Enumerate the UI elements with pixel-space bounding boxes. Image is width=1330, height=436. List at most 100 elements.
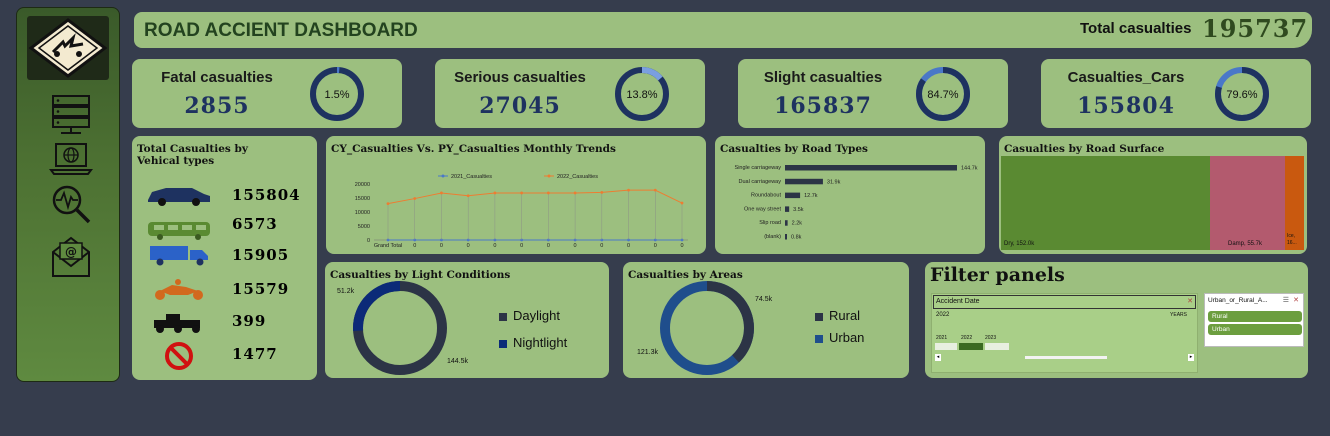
legend-rural: Rural <box>815 308 860 323</box>
treemap-label: Damp, 55.7k <box>1228 241 1263 247</box>
svg-text:@: @ <box>65 245 77 259</box>
filter-panel-card: Filter panels Accident Date ✕ 2022 YEARS… <box>925 262 1308 378</box>
kpi-slight-card: Slight casualties 165837 84.7% <box>738 59 1008 128</box>
x-tick-label: 0 <box>493 243 496 249</box>
bar-value-label: 0.8k <box>791 235 802 241</box>
timeline-label-2022: 2022 <box>961 335 973 341</box>
slicer-item-urban[interactable]: Urban <box>1208 324 1302 335</box>
legend-daylight: Daylight <box>499 308 560 323</box>
kpi-serious-card: Serious casualties 27045 13.8% <box>435 59 705 128</box>
trend-point <box>493 191 497 195</box>
timeline-year: 2022 <box>936 312 950 318</box>
scroll-left-icon[interactable]: ◂ <box>935 354 941 361</box>
vehicle-value: 15579 <box>232 280 290 298</box>
motorcycle-icon <box>155 279 203 300</box>
road-surface-card: Casualties by Road Surface Dry, 152.0k D… <box>999 136 1307 254</box>
bar-category-label: Single carriageway <box>735 165 782 171</box>
light-label-day: 144.5k <box>447 358 469 365</box>
bus-icon <box>148 222 210 240</box>
light-donut <box>353 281 447 375</box>
scroll-right-icon[interactable]: ▸ <box>1188 354 1194 361</box>
kpi-donut: 84.7% <box>916 67 970 121</box>
bar-category-label: One way street <box>744 206 781 212</box>
treemap-damp: Damp, 55.7k <box>1210 156 1285 250</box>
urban-rural-slicer: Urban_or_Rural_A... ☰ ✕ Rural Urban <box>1204 293 1304 347</box>
car-icon <box>148 188 210 206</box>
timeline-scrollbar[interactable] <box>1025 356 1107 359</box>
timeline-header: Accident Date <box>933 295 1196 309</box>
legend-2021: 2021_Casualties <box>451 174 492 180</box>
road-types-chart: Single carriageway 144.7k Dual carriageway… <box>735 165 978 241</box>
bar-value-label: 144.7k <box>961 166 978 172</box>
road-types-card: Casualties by Road Types Single carriage… <box>715 136 985 254</box>
kpi-label: Casualties_Cars <box>1067 69 1185 86</box>
kpi-donut: 13.8% <box>615 67 669 121</box>
trend-line-2022 <box>387 189 683 205</box>
kpi-value: 155804 <box>1077 93 1175 119</box>
clear-filter-icon[interactable]: ✕ <box>1293 297 1299 304</box>
truck-icon <box>150 246 208 266</box>
y-tick: 10000 <box>355 210 370 216</box>
x-tick-label: 0 <box>680 243 683 249</box>
legend-2022: 2022_Casualties <box>557 174 598 180</box>
treemap-dry: Dry, 152.0k <box>1001 156 1210 250</box>
x-tick-label: 0 <box>440 243 443 249</box>
server-icon[interactable] <box>49 92 93 136</box>
card-title: Casualties by Road Types <box>720 143 868 155</box>
card-title: Casualties by Areas <box>628 269 743 281</box>
search-pulse-icon[interactable] <box>49 182 93 226</box>
legend-nightlight: Nightlight <box>499 335 567 350</box>
x-tick-label: 0 <box>547 243 550 249</box>
timeline-slicer[interactable]: Accident Date ✕ 2022 YEARS 2021 2022 202… <box>931 293 1198 373</box>
trend-point <box>680 201 684 205</box>
timeline-bar-2021[interactable] <box>935 343 957 350</box>
filter-title: Filter panels <box>930 264 1065 286</box>
x-tick-label: 0 <box>520 243 523 249</box>
laptop-globe-icon[interactable] <box>49 136 93 180</box>
timeline-label-2023: 2023 <box>985 335 997 341</box>
areas-label-rural: 74.5k <box>755 296 773 303</box>
areas-card: Casualties by Areas 74.5k 121.3k Rural U… <box>623 262 909 378</box>
kpi-cars-card: Casualties_Cars 155804 79.6% <box>1041 59 1311 128</box>
x-tick-label: 0 <box>600 243 603 249</box>
areas-donut <box>660 281 754 375</box>
timeline-bar-2022[interactable] <box>959 343 983 350</box>
trend-chart: 2021_Casualties 2022_Casualties 20000 15… <box>355 174 688 249</box>
clear-filter-icon[interactable]: ✕ <box>1187 298 1193 305</box>
x-tick-label: Grand Total <box>374 243 402 249</box>
card-title: Total Casualties by Vehical types <box>137 143 248 167</box>
dashboard-header: ROAD ACCIENT DASHBOARD Total casualties … <box>134 12 1312 48</box>
vehicle-value: 15905 <box>232 246 290 264</box>
bar-category-label: Slip road <box>759 220 781 226</box>
monthly-trend-card: CY_Casualties Vs. PY_Casualties Monthly … <box>326 136 706 254</box>
kpi-value: 27045 <box>479 93 561 119</box>
page-title: ROAD ACCIENT DASHBOARD <box>144 20 418 41</box>
card-title: Casualties by Road Surface <box>1004 143 1165 155</box>
bar-value-label: 3.5k <box>793 207 804 213</box>
trend-point <box>520 191 524 195</box>
warning-logo-icon[interactable] <box>27 16 109 80</box>
multi-select-icon[interactable]: ☰ <box>1282 297 1289 304</box>
legend-urban: Urban <box>815 330 864 345</box>
bar-value-label: 2.2k <box>792 221 803 227</box>
light-conditions-card: Casualties by Light Conditions 51.2k 144… <box>325 262 609 378</box>
treemap-label: Dry, 152.0k <box>1004 241 1035 247</box>
kpi-fatal-card: Fatal casualties 2855 1.5% <box>132 59 402 128</box>
kpi-label: Slight casualties <box>763 69 883 86</box>
trend-point <box>573 191 577 195</box>
y-tick: 5000 <box>358 224 370 230</box>
email-icon[interactable]: @ <box>49 234 93 278</box>
kpi-donut: 79.6% <box>1215 67 1269 121</box>
kpi-pct: 13.8% <box>626 89 657 101</box>
slicer-item-rural[interactable]: Rural <box>1208 311 1302 322</box>
kpi-pct: 1.5% <box>324 89 349 101</box>
trend-point <box>627 188 630 192</box>
trend-point <box>466 194 470 198</box>
timeline-level[interactable]: YEARS <box>1170 312 1187 318</box>
timeline-bar-2023[interactable] <box>985 343 1009 350</box>
light-label-night: 51.2k <box>337 288 355 295</box>
x-tick-label: 0 <box>627 243 630 249</box>
card-title: Casualties by Light Conditions <box>330 269 511 281</box>
vehicle-value: 399 <box>232 312 267 330</box>
no-entry-icon <box>165 342 193 370</box>
